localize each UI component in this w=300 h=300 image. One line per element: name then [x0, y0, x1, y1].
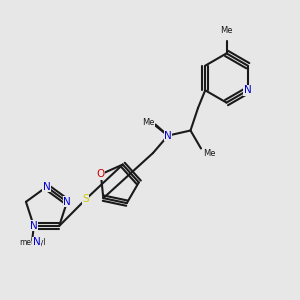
Text: N: N [244, 85, 252, 95]
Text: Me: Me [220, 26, 233, 35]
Text: Me: Me [203, 148, 216, 158]
Text: N: N [30, 221, 38, 231]
Text: methyl: methyl [19, 238, 46, 247]
Text: N: N [43, 182, 50, 192]
Text: O: O [97, 169, 105, 179]
Text: N: N [33, 238, 41, 248]
Text: N: N [63, 197, 71, 207]
Text: S: S [82, 194, 89, 205]
Text: Me: Me [142, 118, 155, 127]
Text: N: N [146, 118, 154, 128]
Text: N: N [164, 130, 172, 141]
